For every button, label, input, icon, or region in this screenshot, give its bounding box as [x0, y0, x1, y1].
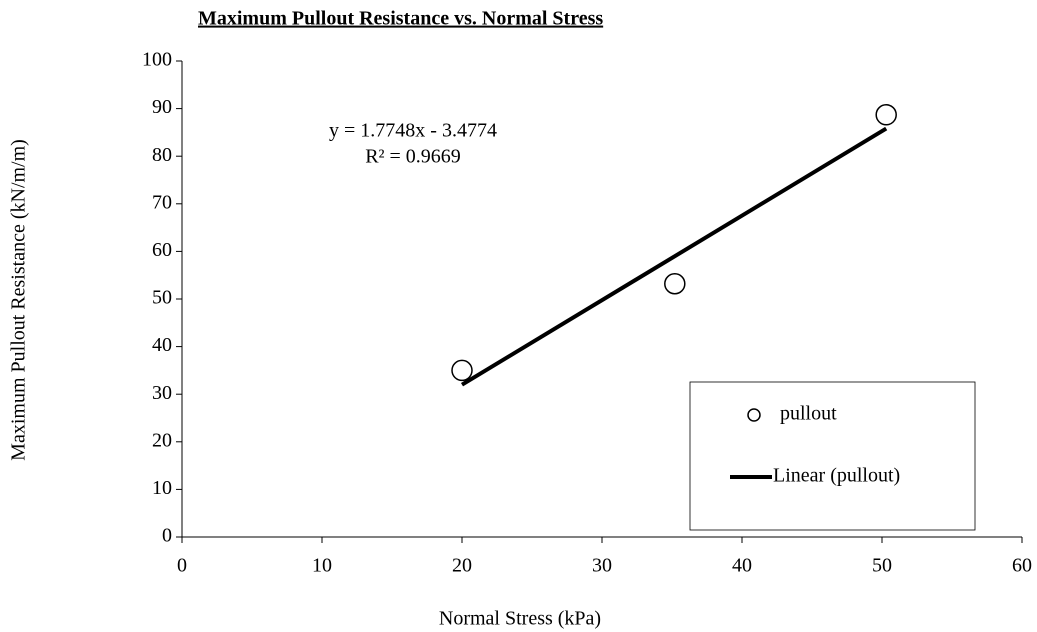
- x-tick-label: 0: [177, 555, 187, 577]
- legend-label: Linear (pullout): [773, 465, 900, 487]
- trendline: [460, 126, 888, 387]
- x-tick-label: 50: [872, 555, 892, 577]
- y-tick-label: 80: [152, 144, 172, 166]
- legend-box: [689, 381, 976, 531]
- equation: y = 1.7748x - 3.4774: [329, 120, 497, 142]
- y-tick-label: 10: [152, 477, 172, 499]
- y-tick-label: 20: [152, 429, 172, 451]
- chart-title: Maximum Pullout Resistance vs. Normal St…: [198, 8, 603, 30]
- legend-marker: [747, 408, 761, 422]
- y-axis-label: Maximum Pullout Resistance (kN/m/m): [8, 139, 30, 461]
- y-tick-label: 90: [152, 96, 172, 118]
- r-squared: R² = 0.9669: [365, 146, 461, 168]
- x-tick-label: 40: [732, 555, 752, 577]
- y-tick-label: 70: [152, 191, 172, 213]
- y-tick-label: 40: [152, 334, 172, 356]
- y-tick-label: 100: [142, 49, 172, 71]
- y-tick-label: 50: [152, 287, 172, 309]
- x-axis-label: Normal Stress (kPa): [439, 608, 601, 630]
- x-tick-label: 10: [312, 555, 332, 577]
- y-tick-label: 0: [162, 525, 172, 547]
- legend-label: pullout: [780, 403, 837, 425]
- marker: [875, 104, 897, 126]
- x-tick-label: 20: [452, 555, 472, 577]
- marker: [664, 273, 686, 295]
- y-tick-label: 30: [152, 382, 172, 404]
- x-tick-label: 60: [1012, 555, 1032, 577]
- y-tick-label: 60: [152, 239, 172, 261]
- marker: [451, 359, 473, 382]
- x-tick-label: 30: [592, 555, 612, 577]
